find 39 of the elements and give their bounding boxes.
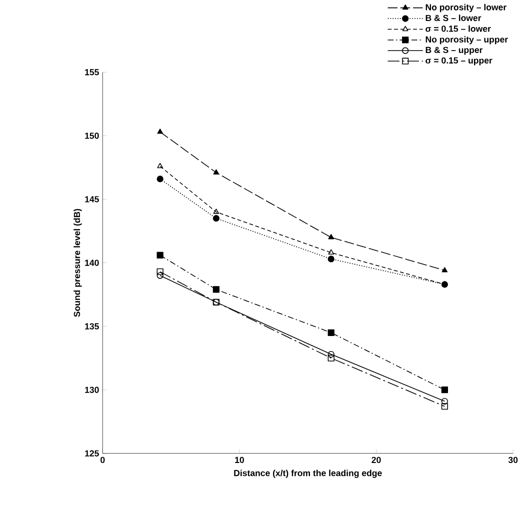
legend-label: B & S – upper — [426, 46, 482, 55]
y-tick-label: 155 — [85, 69, 99, 76]
legend-label: σ = 0.15 – lower — [426, 25, 491, 32]
legend-label: B & S – lower — [426, 14, 482, 22]
point — [156, 268, 164, 276]
point — [328, 329, 334, 336]
point — [441, 398, 448, 405]
point — [156, 272, 164, 279]
x-axis-title: Distance (x/t) from the leading edge — [234, 470, 382, 478]
point — [328, 350, 334, 358]
point — [441, 386, 448, 394]
legend-label: No porosity – lower — [426, 4, 506, 12]
point — [213, 208, 220, 214]
x-tick-label: 0 — [100, 456, 105, 464]
point — [441, 403, 448, 410]
point — [157, 162, 163, 168]
point — [212, 286, 220, 293]
y-tick-label: 140 — [85, 260, 99, 266]
point — [328, 234, 334, 240]
point — [213, 169, 220, 174]
point — [442, 267, 448, 272]
x-tick-label: 20 — [372, 456, 381, 464]
point — [212, 215, 220, 222]
point — [156, 176, 164, 182]
point — [328, 354, 334, 362]
x-tick-label: 30 — [508, 456, 518, 464]
legend-label: No porosity – upper — [426, 36, 508, 44]
y-tick-label: 150 — [85, 132, 99, 139]
point — [157, 128, 163, 134]
point — [156, 252, 164, 258]
point — [328, 249, 334, 254]
y-tick-label: 130 — [85, 386, 99, 393]
y-axis-title: Sound pressure level (dB) — [74, 208, 82, 317]
x-tick-label: 10 — [235, 456, 244, 464]
y-tick-label: 135 — [85, 323, 99, 330]
y-tick-label: 125 — [85, 450, 99, 456]
point — [328, 256, 334, 262]
legend-label: σ = 0.15 – upper — [426, 57, 492, 66]
y-tick-label: 145 — [85, 196, 99, 202]
